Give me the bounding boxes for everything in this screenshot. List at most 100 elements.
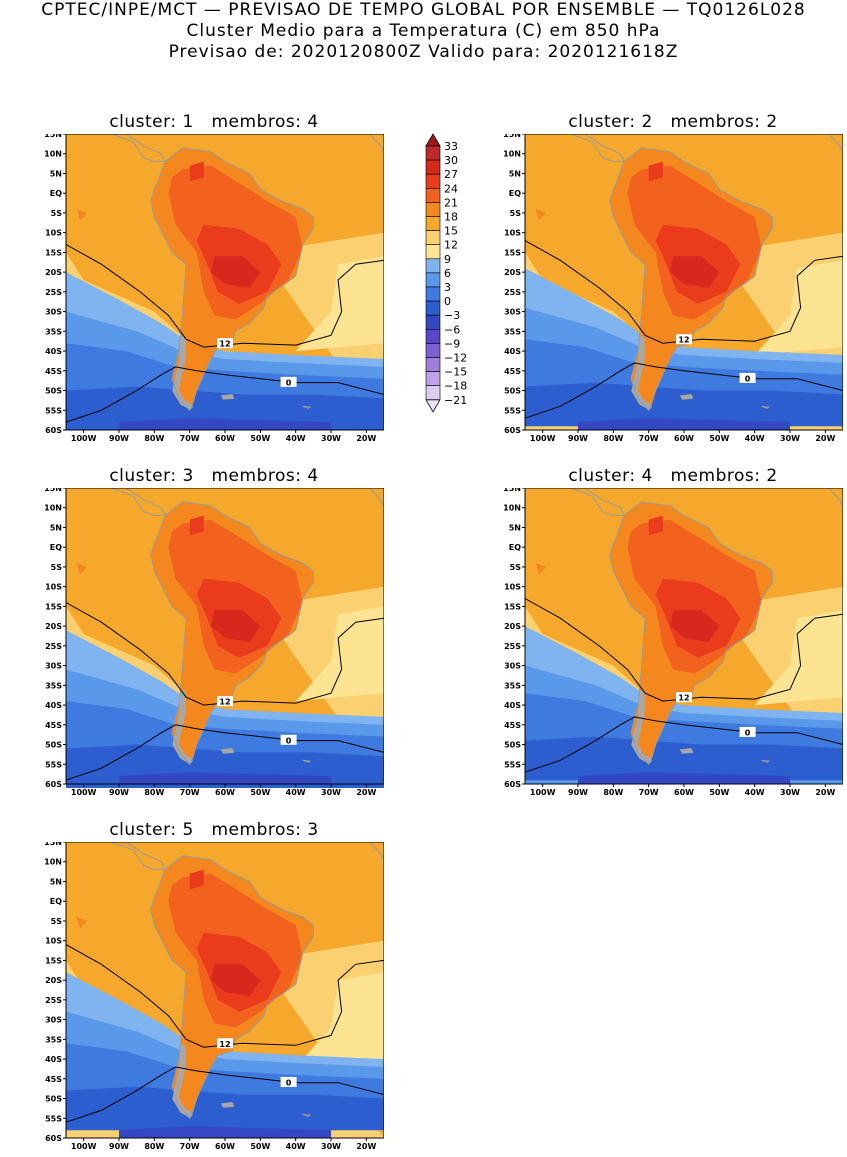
panel-title: cluster: 2 membros: 2 xyxy=(568,112,778,132)
contour-0-label: 0 xyxy=(745,728,751,737)
colorbar-label: 15 xyxy=(444,225,458,238)
colorbar-swatch xyxy=(425,343,441,358)
contour-12 xyxy=(65,244,384,348)
temp-band-9-12 xyxy=(754,610,843,706)
falklands-land xyxy=(680,748,693,754)
lat-tick-label: 10N xyxy=(503,150,521,159)
temp-band-m3-0 xyxy=(525,736,843,781)
lat-tick-label: 10N xyxy=(503,504,521,513)
colorbar-label: −6 xyxy=(444,323,460,336)
temp-band-27-30 xyxy=(669,256,720,288)
colorbar-swatch xyxy=(425,202,441,217)
contour-12-label-bg xyxy=(217,338,233,349)
temp-band-18-21-ocean xyxy=(76,563,88,575)
lon-tick-label: 60W xyxy=(215,1142,235,1150)
south-georgia-coastline xyxy=(302,405,312,409)
colorbar-swatch xyxy=(425,244,441,260)
lat-tick-label: 15N xyxy=(44,488,62,493)
africa-coastline xyxy=(369,842,384,861)
lat-tick-label: EQ xyxy=(509,189,521,198)
lat-tick-label: EQ xyxy=(509,543,521,552)
colorbar-swatch xyxy=(425,145,441,161)
temperature-map: 12 0 15N 10N 5N EQ 5S 10S 15S 20S 25S 30S 35S 40S 45S 5… xyxy=(44,842,384,1150)
contour-12-label-bg xyxy=(217,696,233,707)
lat-tick-label: 10S xyxy=(504,229,521,238)
colorbar-swatch xyxy=(425,329,441,344)
lat-tick-label: 30S xyxy=(45,662,62,671)
continent-coastline xyxy=(609,501,773,766)
contour-12 xyxy=(65,602,384,706)
lon-tick-label: 30W xyxy=(780,434,800,442)
lon-tick-label: 60W xyxy=(215,788,235,796)
lon-tick-label: 80W xyxy=(603,788,623,796)
continent-coastline xyxy=(150,855,314,1120)
lat-tick-label: 15N xyxy=(503,488,521,493)
temp-band-18-21-ocean xyxy=(76,209,88,221)
lat-tick-label: 10N xyxy=(44,504,62,513)
temp-band-24-27-north xyxy=(189,869,204,890)
colorbar-label: 12 xyxy=(444,239,458,252)
lon-tick-label: 40W xyxy=(745,788,765,796)
lat-tick-label: 30S xyxy=(504,662,521,671)
lat-tick-label: 55S xyxy=(45,760,62,769)
falklands-land xyxy=(680,394,693,400)
map-svg: 12 0 15N 10N 5N EQ 5S 10S 15S 20S 25S 30S 35S 40S 45S 5… xyxy=(44,488,384,796)
temperature-map: 12 0 15N 10N 5N EQ 5S 10S 15S 20S 25S 30S 35S 40S 45S 5… xyxy=(44,134,384,442)
colorbar-swatch xyxy=(425,357,441,372)
header-line-1: CPTEC/INPE/MCT — PREVISAO DE TEMPO GLOBA… xyxy=(41,0,806,20)
central-america-coastline xyxy=(524,488,625,517)
south-georgia-coastline xyxy=(761,759,771,763)
lon-tick-label: 70W xyxy=(639,788,659,796)
contour-12 xyxy=(524,598,843,702)
contour-12-label: 12 xyxy=(219,340,230,349)
temp-band-18-21-ocean xyxy=(535,563,547,575)
lon-tick-label: 90W xyxy=(109,434,129,442)
africa-coastline xyxy=(369,488,384,507)
panel-title: cluster: 4 membros: 2 xyxy=(568,466,778,486)
south-georgia-coastline xyxy=(302,1113,312,1117)
temp-band-24-27-north xyxy=(189,161,204,182)
colorbar-label: 21 xyxy=(444,196,458,209)
contour-0-label: 0 xyxy=(745,374,751,383)
colorbar-swatch xyxy=(425,385,441,401)
colorbar-label: 18 xyxy=(444,211,458,224)
colorbar-label: 6 xyxy=(444,267,451,280)
temp-band-9-12 xyxy=(295,256,384,352)
lon-tick-label: 70W xyxy=(639,434,659,442)
lon-tick-label: 30W xyxy=(780,788,800,796)
contour-0-label: 0 xyxy=(286,1078,292,1087)
map-svg: 12 0 15N 10N 5N EQ 5S 10S 15S 20S 25S 30S 35S 40S 45S 5… xyxy=(503,488,843,796)
lat-tick-label: 60S xyxy=(504,780,521,789)
header-line-3: Previsao de: 2020120800Z Valido para: 20… xyxy=(168,42,679,62)
lon-tick-label: 20W xyxy=(356,1142,376,1150)
temp-band-m6-m3 xyxy=(578,772,790,784)
temp-band-27-30 xyxy=(210,256,261,288)
lon-tick-label: 50W xyxy=(709,788,729,796)
contour-12-label: 12 xyxy=(678,336,689,345)
contour-0-label-bg xyxy=(739,726,756,737)
map-svg: 12 0 15N 10N 5N EQ 5S 10S 15S 20S 25S 30S 35S 40S 45S 5… xyxy=(503,134,843,442)
lat-tick-label: 45S xyxy=(45,367,62,376)
lat-tick-label: 60S xyxy=(45,780,62,789)
lon-tick-label: 90W xyxy=(109,1142,129,1150)
lon-tick-label: 20W xyxy=(356,434,376,442)
lat-tick-label: 55S xyxy=(45,406,62,415)
africa-coastline xyxy=(828,488,843,507)
lat-tick-label: 15S xyxy=(504,602,521,611)
lat-tick-label: 50S xyxy=(504,387,521,396)
falklands-coastline xyxy=(220,1101,235,1108)
header-line-2: Cluster Medio para a Temperatura (C) em … xyxy=(186,21,661,41)
lat-tick-label: 15N xyxy=(503,134,521,139)
lat-tick-label: 10N xyxy=(44,858,62,867)
colorbar-swatch xyxy=(425,300,441,316)
temp-band-18-21-ocean xyxy=(76,917,88,929)
contour-0-label-bg xyxy=(739,372,756,383)
lat-tick-label: 50S xyxy=(45,1095,62,1104)
map-svg: 12 0 15N 10N 5N EQ 5S 10S 15S 20S 25S 30S 35S 40S 45S 5… xyxy=(44,134,384,442)
lat-tick-label: 45S xyxy=(45,1075,62,1084)
lat-tick-label: 5N xyxy=(509,169,521,178)
map-panel-cluster-4: cluster: 4 membros: 2 12 0 15N 10N 5N EQ 5S 10S… xyxy=(503,466,843,796)
lon-tick-label: 80W xyxy=(603,434,623,442)
lat-tick-label: 35S xyxy=(504,681,521,690)
lon-tick-label: 40W xyxy=(286,788,306,796)
